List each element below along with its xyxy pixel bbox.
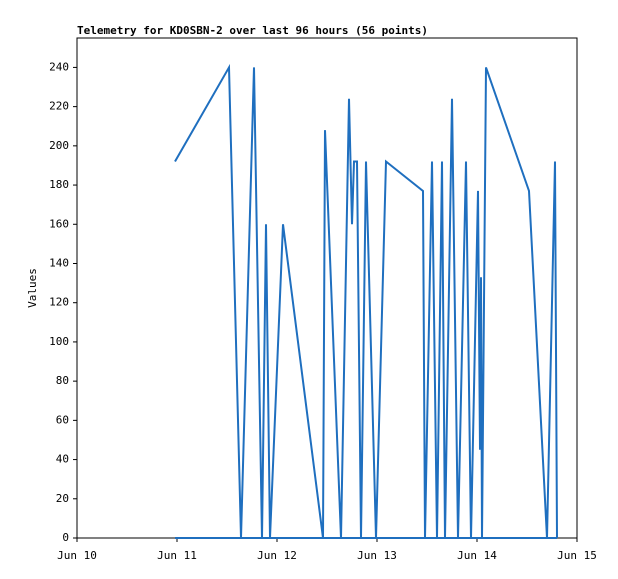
y-tick-label: 20 bbox=[56, 492, 69, 505]
y-axis-label: Values bbox=[26, 268, 39, 308]
y-tick-label: 120 bbox=[49, 296, 69, 309]
data-line bbox=[174, 63, 558, 539]
x-tick-label: Jun 11 bbox=[157, 549, 197, 562]
y-tick-label: 60 bbox=[56, 413, 69, 426]
x-tick-label: Jun 12 bbox=[257, 549, 297, 562]
y-tick-label: 200 bbox=[49, 139, 69, 152]
x-tick-label: Jun 15 bbox=[557, 549, 597, 562]
y-tick-label: 140 bbox=[49, 256, 69, 269]
x-tick-label: Jun 14 bbox=[457, 549, 497, 562]
y-tick-label: 0 bbox=[62, 531, 69, 544]
y-tick-label: 220 bbox=[49, 100, 69, 113]
y-tick-label: 180 bbox=[49, 178, 69, 191]
x-tick-label: Jun 13 bbox=[357, 549, 397, 562]
y-tick-label: 80 bbox=[56, 374, 69, 387]
y-tick-label: 240 bbox=[49, 60, 69, 73]
y-tick-label: 100 bbox=[49, 335, 69, 348]
chart-title: Telemetry for KD0SBN-2 over last 96 hour… bbox=[77, 24, 428, 37]
y-tick-label: 40 bbox=[56, 453, 69, 466]
x-tick-label: Jun 10 bbox=[57, 549, 97, 562]
y-tick-label: 160 bbox=[49, 217, 69, 230]
